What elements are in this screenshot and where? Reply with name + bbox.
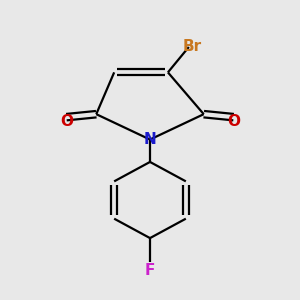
Text: O: O	[60, 114, 73, 129]
Text: N: N	[144, 132, 156, 147]
Text: Br: Br	[182, 40, 201, 55]
Text: F: F	[145, 263, 155, 278]
Text: O: O	[227, 114, 240, 129]
